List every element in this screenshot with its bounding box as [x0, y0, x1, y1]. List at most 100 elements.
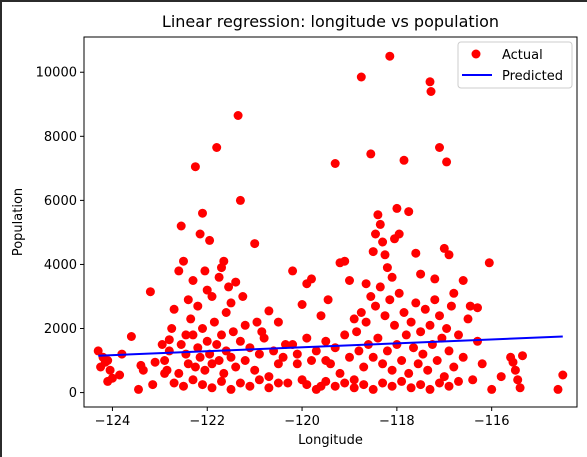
data-point-actual: [134, 384, 143, 394]
data-point-actual: [188, 330, 198, 340]
data-point-actual: [435, 378, 444, 388]
data-point-actual: [205, 235, 215, 245]
data-point-actual: [107, 373, 117, 383]
data-point-actual: [399, 308, 409, 317]
data-point-actual: [508, 357, 518, 367]
data-point-actual: [224, 282, 234, 292]
data-point-actual: [416, 327, 426, 337]
data-point-actual: [425, 384, 435, 394]
data-point-actual: [179, 381, 188, 391]
data-point-actual: [458, 276, 468, 285]
data-point-actual: [250, 239, 260, 249]
data-point-actual: [264, 372, 274, 382]
data-point-actual: [454, 330, 463, 340]
data-point-actual: [292, 349, 302, 359]
x-axis-label: Longitude: [298, 433, 363, 448]
data-point-actual: [449, 288, 459, 298]
data-point-actual: [553, 384, 563, 394]
data-point-actual: [345, 276, 354, 285]
data-point-actual: [307, 356, 316, 365]
data-point-actual: [496, 372, 506, 382]
data-point-actual: [198, 324, 207, 333]
data-point-actual: [387, 272, 397, 282]
data-point-actual: [226, 298, 236, 308]
data-point-actual: [465, 301, 475, 311]
data-point-actual: [558, 370, 568, 380]
legend: Actual Predicted: [457, 41, 573, 89]
data-point-actual: [195, 229, 205, 239]
data-point-actual: [345, 352, 354, 362]
data-point-actual: [188, 276, 198, 285]
data-point-actual: [418, 349, 428, 359]
data-point-actual: [105, 365, 115, 375]
data-point-actual: [235, 378, 245, 388]
data-point-actual: [340, 256, 350, 266]
data-point-actual: [233, 111, 243, 120]
data-point-actual: [235, 336, 245, 346]
data-point-actual: [164, 335, 174, 345]
data-point-actual: [264, 306, 274, 316]
data-point-actual: [264, 383, 274, 393]
data-point-actual: [190, 162, 200, 172]
data-point-actual: [442, 157, 452, 167]
chart-title: Linear regression: longitude vs populati…: [162, 12, 499, 31]
data-point-actual: [366, 292, 376, 301]
data-point-actual: [446, 301, 456, 311]
data-point-actual: [179, 256, 188, 266]
data-point-actual: [212, 143, 222, 152]
regression-line-layer: [98, 335, 563, 357]
data-point-actual: [378, 359, 388, 369]
data-point-actual: [368, 247, 378, 257]
data-point-actual: [235, 195, 245, 205]
scatter-points-layer: [93, 51, 568, 394]
data-point-actual: [138, 365, 148, 375]
data-point-actual: [444, 250, 454, 260]
data-point-actual: [366, 149, 376, 159]
y-tick-label: 2000: [44, 322, 77, 337]
data-point-actual: [437, 333, 447, 343]
data-point-actual: [444, 346, 454, 356]
data-point-actual: [380, 311, 390, 321]
y-tick-label: 6000: [44, 194, 77, 209]
data-point-actual: [183, 295, 193, 305]
data-point-actual: [254, 375, 264, 385]
data-point-actual: [202, 285, 212, 295]
data-point-actual: [145, 287, 155, 297]
data-point-actual: [406, 383, 416, 393]
data-point-actual: [283, 378, 293, 388]
data-point-actual: [371, 301, 380, 311]
data-point-actual: [330, 159, 340, 168]
x-tick-label: −118: [379, 414, 415, 429]
data-point-actual: [321, 376, 331, 386]
data-point-actual: [385, 295, 395, 305]
data-point-actual: [349, 383, 359, 393]
data-point-actual: [375, 282, 385, 292]
data-point-actual: [278, 352, 288, 362]
x-tick-label: −124: [95, 414, 131, 429]
data-point-actual: [458, 352, 468, 362]
data-point-actual: [435, 143, 444, 152]
data-point-actual: [394, 288, 404, 298]
data-point-actual: [311, 346, 321, 356]
data-point-actual: [385, 51, 395, 61]
y-tick-label: 0: [69, 386, 77, 401]
data-point-actual: [435, 311, 444, 321]
data-point-actual: [468, 375, 478, 385]
data-point-actual: [368, 384, 378, 394]
legend-label-predicted: Predicted: [502, 69, 563, 84]
data-point-actual: [413, 359, 423, 369]
data-point-actual: [245, 381, 255, 391]
data-point-actual: [198, 380, 207, 390]
data-point-actual: [150, 357, 160, 367]
data-point-actual: [288, 266, 298, 276]
data-point-actual: [411, 298, 421, 308]
data-point-actual: [454, 376, 463, 386]
data-point-actual: [326, 359, 335, 369]
data-point-actual: [392, 340, 402, 349]
data-point-actual: [245, 343, 255, 353]
data-point-actual: [340, 330, 350, 340]
data-point-actual: [174, 266, 184, 276]
data-point-actual: [240, 320, 250, 330]
data-point-actual: [397, 356, 407, 365]
data-point-actual: [330, 343, 340, 353]
